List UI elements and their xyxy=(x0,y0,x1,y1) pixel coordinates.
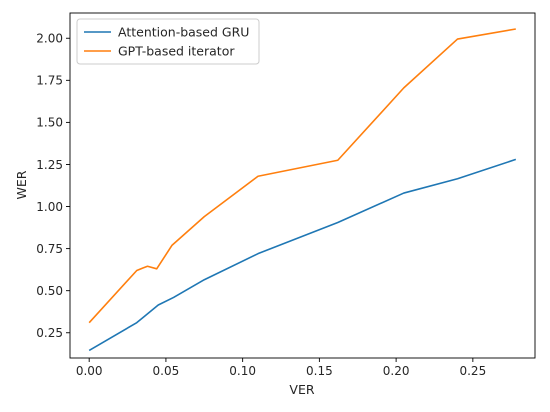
legend-box xyxy=(76,18,260,65)
legend-label: GPT-based iterator xyxy=(118,44,235,59)
series-line-2 xyxy=(88,28,516,324)
x-tick-label: 0.15 xyxy=(306,364,333,378)
y-tick-label: 1.75 xyxy=(36,74,63,88)
x-tick-label: 0.10 xyxy=(229,364,256,378)
y-tick-label: 0.25 xyxy=(36,326,63,340)
legend: Attention-based GRU GPT-based iterator xyxy=(76,18,260,65)
x-tick-label: 0.00 xyxy=(76,364,103,378)
y-tick-label: 1.50 xyxy=(36,116,63,130)
y-tick-label: 2.00 xyxy=(36,32,63,46)
x-tick-label: 0.20 xyxy=(383,364,410,378)
y-axis-ticks: 0.25 0.50 0.75 1.00 1.25 1.50 1.75 2.00 xyxy=(36,32,70,340)
y-axis-label: WER xyxy=(14,170,29,199)
y-tick-label: 0.75 xyxy=(36,242,63,256)
y-tick-label: 0.50 xyxy=(36,284,63,298)
plot-lines xyxy=(88,28,517,352)
plot-frame xyxy=(69,12,536,359)
y-tick-label: 1.00 xyxy=(36,200,63,214)
x-axis-label: VER xyxy=(289,382,314,397)
x-tick-label: 0.05 xyxy=(153,364,180,378)
x-axis-ticks: 0.00 0.05 0.10 0.15 0.20 0.25 xyxy=(76,358,486,378)
series-line-1 xyxy=(88,158,517,352)
x-tick-label: 0.25 xyxy=(459,364,486,378)
y-tick-label: 1.25 xyxy=(36,158,63,172)
legend-label: Attention-based GRU xyxy=(118,25,249,40)
